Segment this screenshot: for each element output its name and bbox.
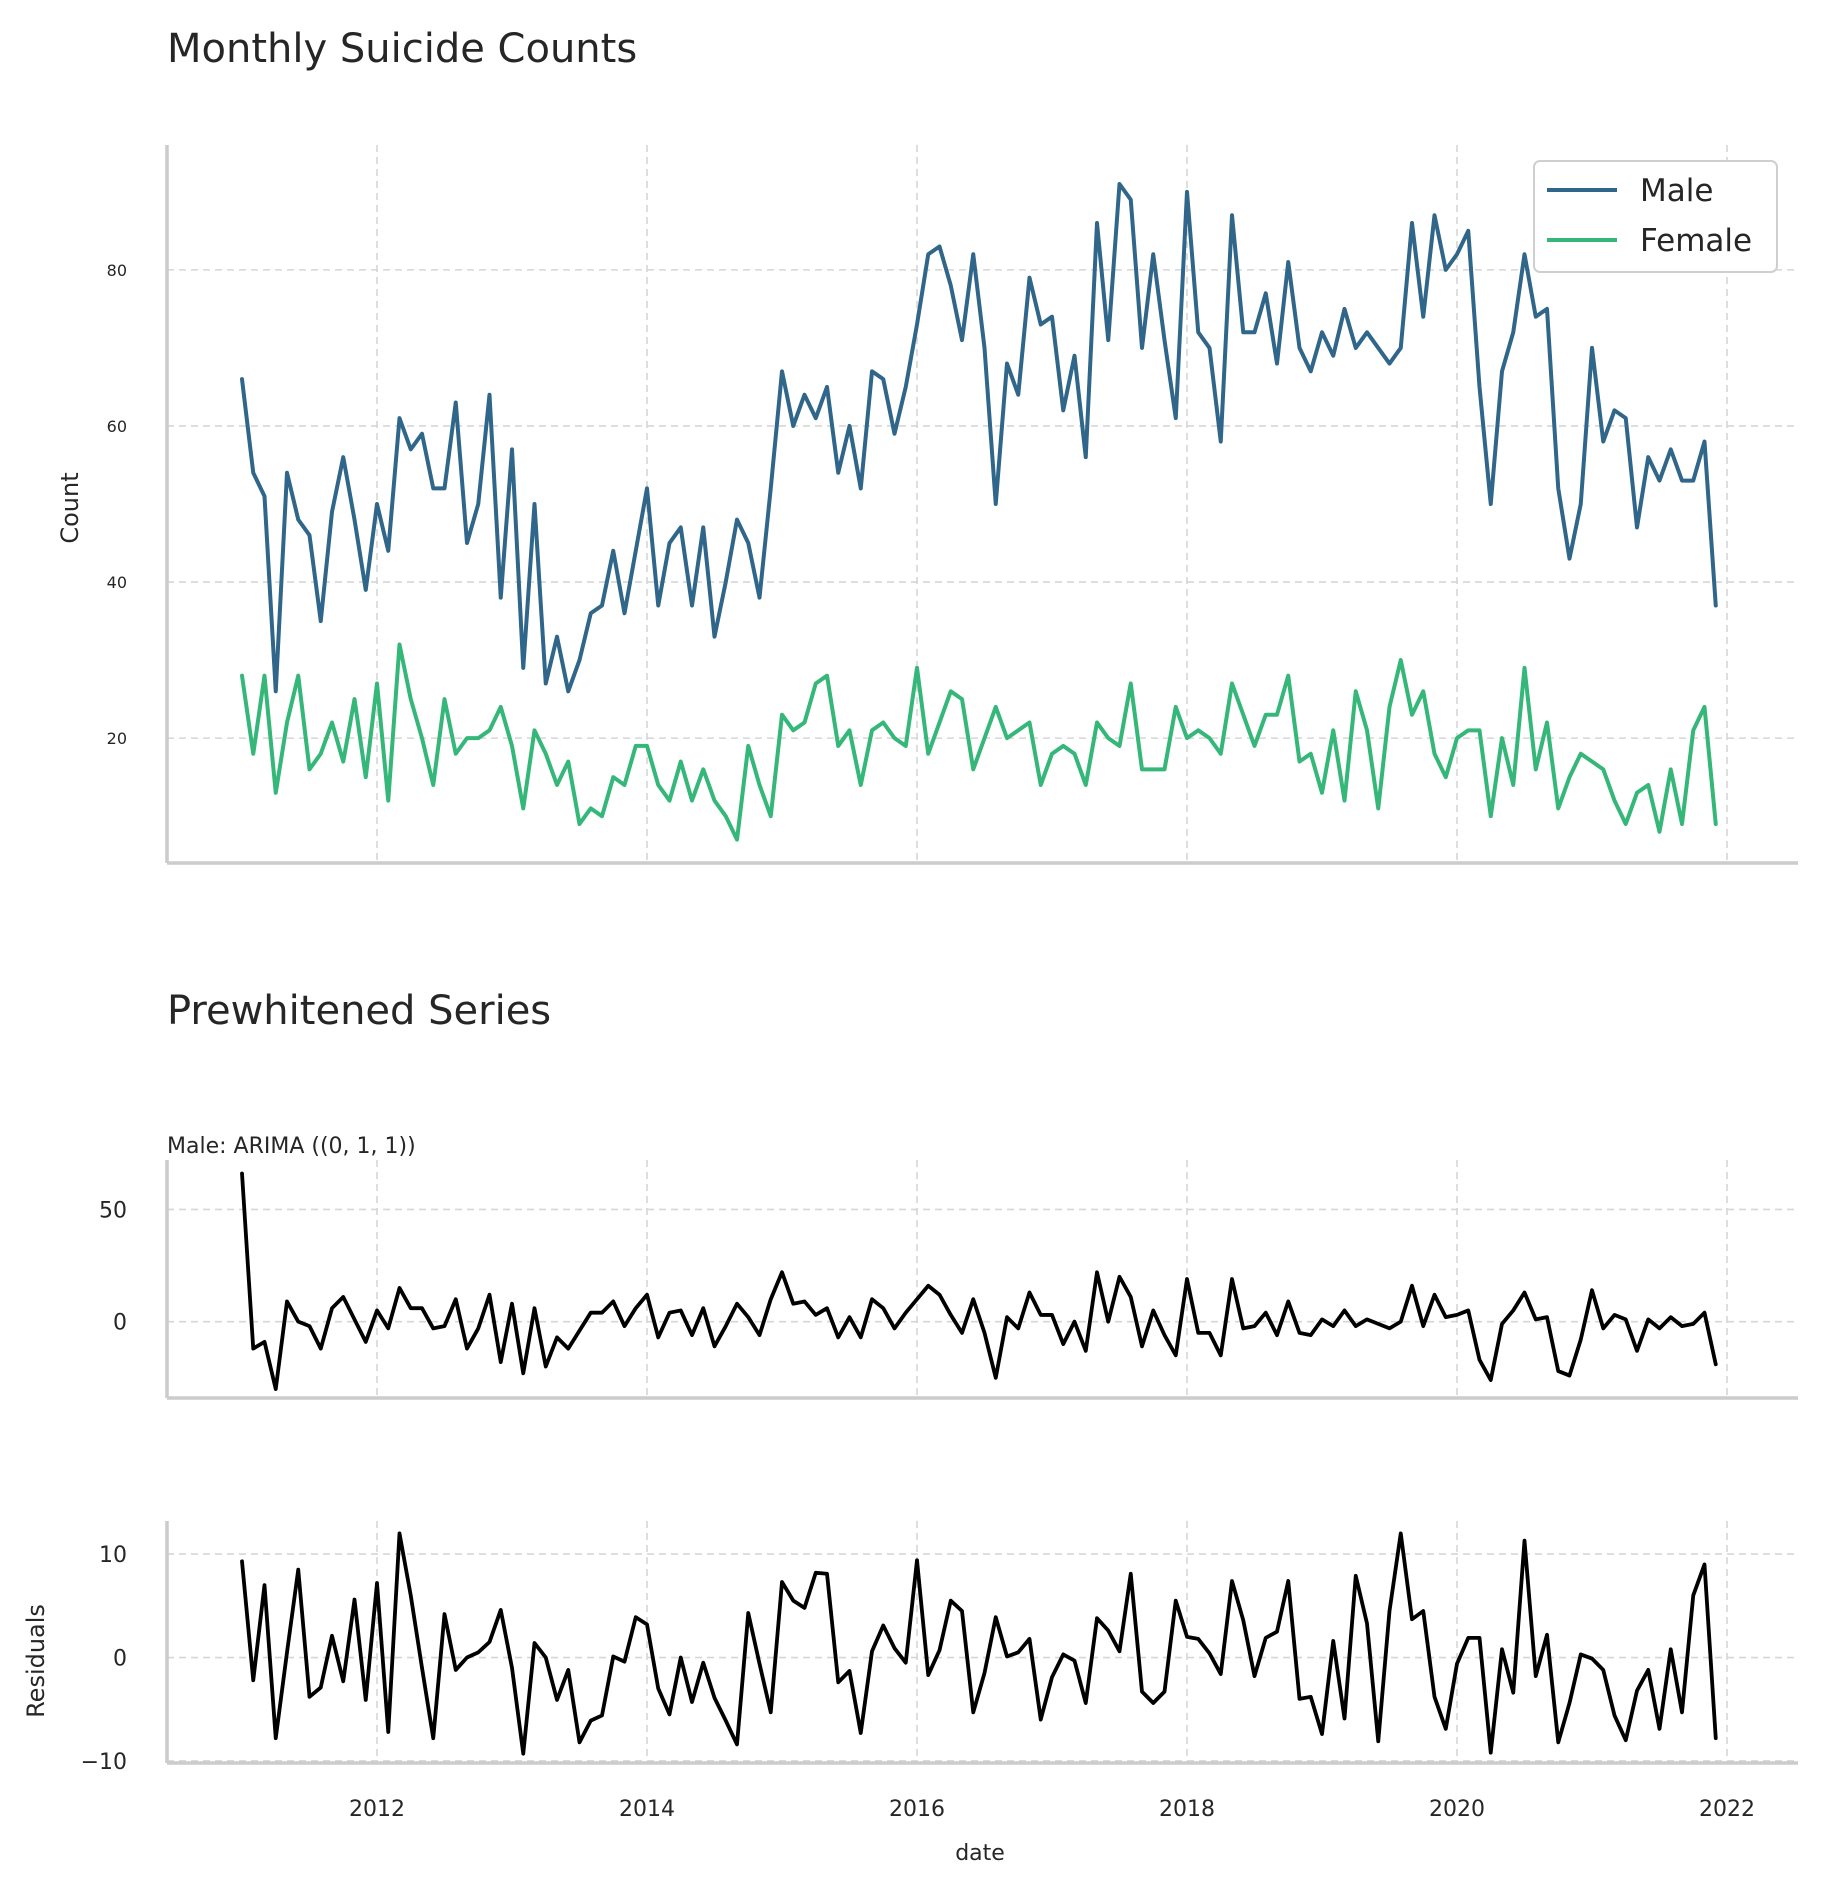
x-tick-label: 2022 <box>1699 1797 1755 1822</box>
x-tick-labels: 2012 2014 2016 2018 2020 2022 <box>349 1797 1755 1822</box>
grid <box>167 1160 1798 1398</box>
y-tick-label: −10 <box>81 1750 127 1775</box>
y-tick-label: 0 <box>113 1647 127 1672</box>
y-tick-label: 20 <box>107 729 127 748</box>
plot-area <box>240 1531 1718 1756</box>
legend-label-female: Female <box>1640 223 1752 259</box>
panel-prewhitened: Prewhitened Series Male: ARIMA ((0, 1, 1… <box>99 988 1798 1400</box>
legend: Male Female <box>1533 160 1778 273</box>
grid <box>167 1521 1798 1763</box>
series-line-female <box>240 642 1718 842</box>
panel-subtitle-arima: Male: ARIMA ((0, 1, 1)) <box>167 1134 416 1159</box>
x-axis-label: date <box>955 1841 1005 1866</box>
x-tick-label: 2016 <box>889 1797 945 1822</box>
y-axis-label: Count <box>56 472 84 543</box>
panel-residuals: −10 0 10 2012 2014 2016 2018 2020 2022 Residual… <box>22 1521 1798 1866</box>
x-tick-label: 2020 <box>1429 1797 1485 1822</box>
y-tick-label: 0 <box>113 1311 127 1336</box>
panel-title-monthly: Monthly Suicide Counts <box>167 26 637 72</box>
y-tick-label: 50 <box>99 1198 127 1223</box>
x-tick-label: 2012 <box>349 1797 405 1822</box>
legend-label-male: Male <box>1640 173 1713 209</box>
axes-spines <box>165 1521 1798 1765</box>
y-tick-labels: −10 0 10 <box>81 1543 127 1775</box>
axes-spines <box>165 1160 1798 1400</box>
y-tick-labels: 0 50 <box>99 1198 127 1335</box>
x-tick-label: 2018 <box>1159 1797 1215 1822</box>
panel-title-prewhitened: Prewhitened Series <box>167 988 551 1034</box>
plot-area <box>240 1171 1718 1391</box>
panel-monthly-counts: Monthly Suicide Counts 20 40 60 80 Count Ma… <box>56 26 1798 865</box>
y-tick-label: 80 <box>107 261 127 280</box>
series-line <box>240 1171 1718 1391</box>
y-tick-label: 60 <box>107 417 127 436</box>
plot-area <box>240 182 1718 842</box>
series-line-male <box>240 182 1718 694</box>
series-line <box>240 1531 1718 1756</box>
y-axis-label: Residuals <box>22 1604 50 1718</box>
y-tick-label: 10 <box>99 1543 127 1568</box>
y-tick-label: 40 <box>107 573 127 592</box>
y-tick-labels: 20 40 60 80 <box>107 261 127 748</box>
x-tick-label: 2014 <box>619 1797 675 1822</box>
axes-spines <box>165 145 1798 865</box>
